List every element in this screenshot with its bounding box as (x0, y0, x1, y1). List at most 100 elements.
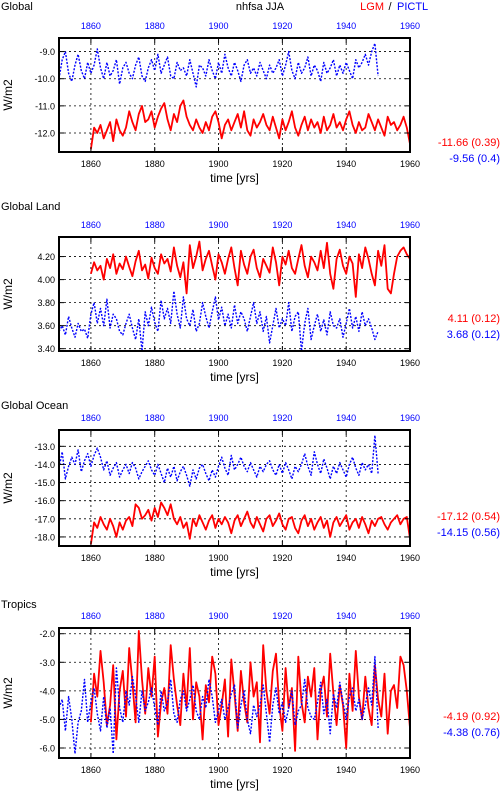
x-tick-label-top: 1860 (81, 220, 101, 230)
x-tick-label-top: 1960 (400, 21, 420, 31)
y-tick-label: -4.0 (39, 686, 55, 696)
y-tick-label: -17.0 (34, 514, 55, 524)
y-tick-label: -12.0 (34, 129, 55, 139)
summary-stat-pictl: -14.15 (0.56) (437, 527, 500, 539)
x-tick-label: 1900 (209, 358, 229, 368)
y-tick-label: 3.40 (37, 344, 55, 354)
x-tick-label: 1900 (209, 553, 229, 563)
x-tick-label-top: 1940 (336, 220, 356, 230)
x-axis-label: time [yrs] (210, 370, 259, 384)
chart-panel-2: Global Ocean -13.0 -14.0 -15.0 -16.0 -17.0 -18… (1, 400, 500, 579)
y-tick-label: -9.0 (39, 47, 55, 57)
legend-separator: / (388, 1, 392, 13)
series-line-lgm (90, 240, 411, 298)
x-tick-label: 1940 (336, 765, 356, 775)
plot-frame (58, 37, 411, 153)
series-line-pictl (58, 290, 379, 352)
y-axis-label: W/m2 (1, 677, 15, 709)
x-tick-label: 1940 (336, 159, 356, 169)
plot-frame (58, 429, 411, 547)
panel-title-global: Global (1, 1, 33, 13)
x-tick-label-top: 1900 (209, 413, 229, 423)
x-tick-label: 1880 (145, 553, 165, 563)
x-tick-label: 1900 (209, 765, 229, 775)
legend-pictl-label: PICTL (397, 1, 428, 13)
x-tick-label: 1920 (272, 553, 292, 563)
y-tick-label: 3.80 (37, 298, 55, 308)
x-tick-label-top: 1960 (400, 611, 420, 621)
series-line-lgm (90, 99, 411, 150)
x-tick-label: 1860 (81, 358, 101, 368)
x-tick-label-top: 1960 (400, 413, 420, 423)
x-axis-label: time [yrs] (210, 171, 259, 185)
x-tick-label: 1860 (81, 159, 101, 169)
x-tick-label: 1960 (400, 553, 420, 563)
x-axis-label: time [yrs] (210, 565, 259, 579)
x-tick-label-top: 1920 (272, 611, 292, 621)
x-tick-label: 1880 (145, 358, 165, 368)
x-tick-label-top: 1920 (272, 413, 292, 423)
x-tick-label: 1940 (336, 358, 356, 368)
x-tick-label-top: 1880 (145, 611, 165, 621)
x-tick-label-top: 1900 (209, 220, 229, 230)
series-line-pictl (58, 42, 379, 88)
x-tick-label-top: 1900 (209, 21, 229, 31)
y-tick-label: -18.0 (34, 532, 55, 542)
x-tick-label: 1920 (272, 765, 292, 775)
y-tick-label: -15.0 (34, 478, 55, 488)
x-tick-label: 1960 (400, 765, 420, 775)
summary-stat-lgm: -4.19 (0.92) (443, 711, 500, 723)
x-tick-label: 1880 (145, 159, 165, 169)
y-axis-label: W/m2 (1, 278, 15, 310)
x-tick-label-top: 1960 (400, 220, 420, 230)
x-tick-label: 1860 (81, 553, 101, 563)
series-line-pictl (58, 655, 379, 755)
y-tick-label: -11.0 (35, 101, 55, 111)
chart-panel-3: Tropics -2.0 -3.0 -4.0 -5.0 -6.0 1860 1860 1880 1… (1, 599, 500, 791)
x-tick-label: 1960 (400, 159, 420, 169)
y-tick-label: -3.0 (39, 658, 55, 668)
summary-stat-lgm: 4.11 (0.12) (448, 313, 500, 325)
x-tick-label: 1920 (272, 358, 292, 368)
summary-stat-pictl: 3.68 (0.12) (447, 329, 500, 341)
x-axis-label: time [yrs] (210, 777, 259, 791)
x-tick-label-top: 1880 (145, 21, 165, 31)
chart-panel-1: Global Land 4.20 4.00 3.80 3.60 3.40 1860 1860 1… (1, 201, 500, 384)
panel-title: Global Ocean (1, 400, 68, 412)
chart-panel-0: -9.0 -10.0 -11.0 -12.0 1860 1860 1880 1880 1900 1… (1, 21, 500, 185)
y-tick-label: -14.0 (34, 460, 55, 470)
y-tick-label: -2.0 (39, 629, 55, 639)
summary-stat-lgm: -17.12 (0.54) (437, 511, 500, 523)
x-tick-label-top: 1880 (145, 220, 165, 230)
x-tick-label: 1880 (145, 765, 165, 775)
plot-frame (58, 627, 411, 759)
y-tick-label: -6.0 (39, 744, 55, 754)
y-tick-label: -13.0 (34, 442, 55, 452)
x-tick-label-top: 1860 (81, 413, 101, 423)
y-axis-label: W/m2 (1, 472, 15, 504)
x-tick-label-top: 1940 (336, 21, 356, 31)
y-tick-label: -10.0 (34, 74, 55, 84)
legend-lgm-label: LGM (360, 1, 384, 13)
x-tick-label-top: 1940 (336, 413, 356, 423)
x-tick-label: 1940 (336, 553, 356, 563)
summary-stat-lgm: -11.66 (0.39) (438, 137, 500, 149)
y-tick-label: 4.00 (37, 275, 55, 285)
x-tick-label: 1860 (81, 765, 101, 775)
x-tick-label: 1960 (400, 358, 420, 368)
x-tick-label-top: 1920 (272, 21, 292, 31)
y-tick-label: 3.60 (37, 321, 55, 331)
series-line-pictl (58, 434, 379, 487)
panel-title: Global Land (1, 201, 60, 213)
series-line-lgm (90, 630, 411, 752)
y-axis-label: W/m2 (1, 79, 15, 111)
x-tick-label-top: 1860 (81, 21, 101, 31)
summary-stat-pictl: -9.56 (0.4) (449, 153, 500, 165)
x-tick-label-top: 1920 (272, 220, 292, 230)
x-tick-label: 1920 (272, 159, 292, 169)
y-tick-label: -5.0 (39, 715, 55, 725)
panel-title: Tropics (1, 599, 37, 611)
series-line-lgm (90, 501, 411, 545)
y-tick-label: 4.20 (37, 252, 55, 262)
